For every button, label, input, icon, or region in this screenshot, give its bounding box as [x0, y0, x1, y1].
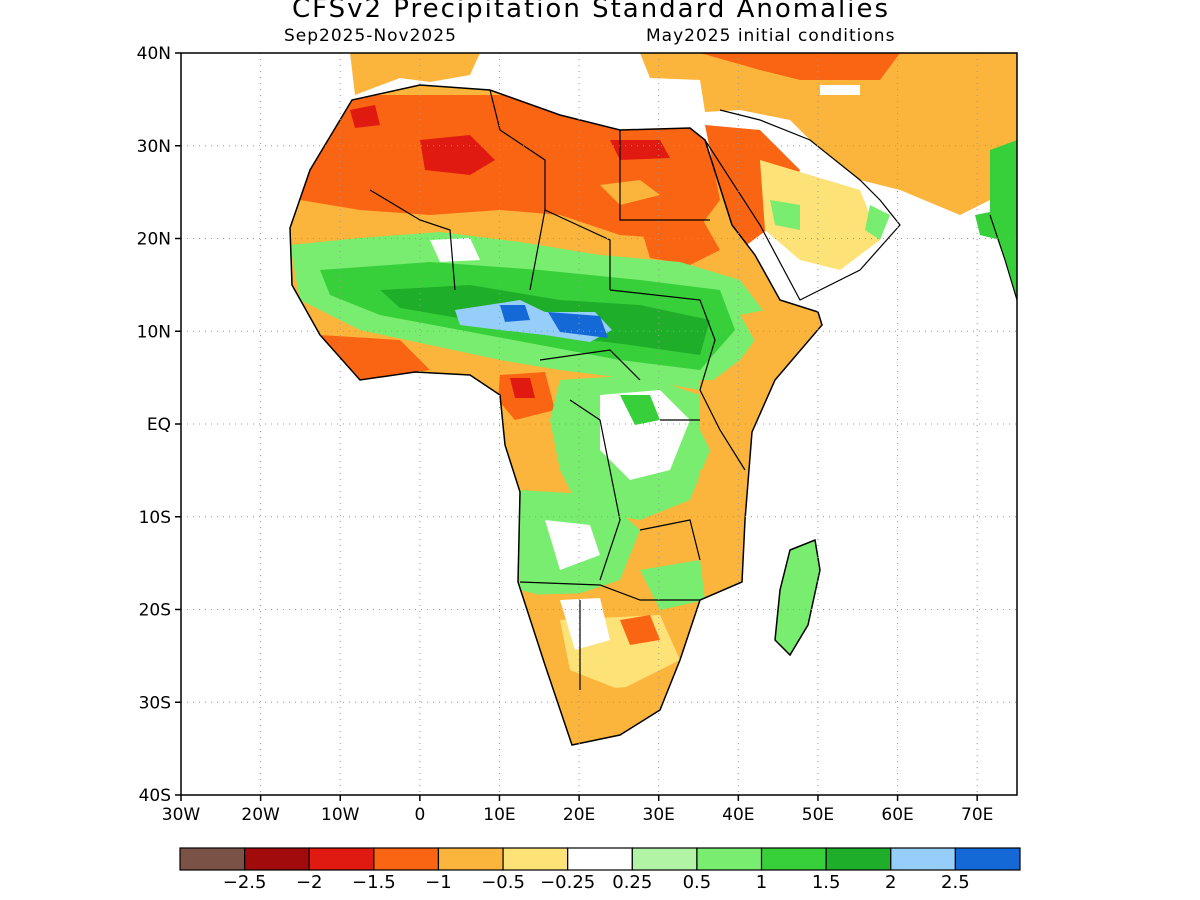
lon-tick-label: 40E: [722, 805, 754, 825]
colorbar: [179, 847, 1021, 871]
colorbar-swatch: [567, 847, 633, 871]
colorbar-swatch: [890, 847, 956, 871]
lon-tick-label: 20E: [563, 805, 595, 825]
colorbar-swatch: [308, 847, 375, 871]
colorbar-label: −2.5: [222, 872, 267, 893]
lon-tick-label: 50E: [802, 805, 834, 825]
arabia-coastline: [704, 109, 901, 301]
lat-tick-label: 30S: [139, 693, 171, 713]
colorbar-label: −0.5: [481, 872, 525, 893]
colorbar-label: 2: [885, 872, 897, 893]
colorbar-label: −2: [295, 872, 323, 893]
colorbar-label: −1: [425, 872, 452, 893]
colorbar-swatch: [179, 847, 246, 871]
lat-tick-label: 40S: [139, 786, 171, 806]
lon-tick-label: 60E: [881, 805, 913, 825]
longitude-ticks: 30W 20W 10W 0 10E 20E 30E 40E 50E 60E 70E: [162, 795, 993, 825]
lat-tick-label: 20S: [139, 601, 171, 621]
europe-mideast-field: [350, 53, 1017, 300]
colorbar-swatch: [437, 847, 504, 871]
latitude-ticks: 40N 30N 20N 10N EQ 10S 20S 30S 40S: [137, 44, 181, 806]
initial-conditions: May2025 initial conditions: [646, 26, 896, 46]
lat-tick-label: 10N: [137, 322, 171, 342]
india-coastline: [989, 214, 1017, 301]
colorbar-label: 1: [755, 872, 768, 893]
lat-tick-label: 40N: [137, 44, 171, 64]
lat-tick-label: 10S: [139, 508, 171, 528]
colorbar-label: 0.5: [682, 872, 712, 893]
colorbar-swatch: [825, 847, 892, 871]
lon-tick-label: 20W: [241, 805, 280, 825]
lon-tick-label: 10W: [321, 805, 360, 825]
lat-tick-label: 20N: [137, 230, 171, 250]
country-borders: [369, 89, 746, 690]
graticule: [181, 53, 1017, 795]
colorbar-swatch: [954, 847, 1021, 871]
forecast-period: Sep2025-Nov2025: [284, 26, 457, 46]
colorbar-label: −0.25: [540, 872, 596, 893]
colorbar-swatch: [696, 847, 763, 871]
lon-tick-label: 30W: [162, 805, 201, 825]
madagascar: [774, 538, 821, 657]
colorbar-label: 0.25: [612, 872, 653, 893]
map-title: CFSv2 Precipitation Standard Anomalies: [291, 0, 891, 24]
colorbar-swatch: [373, 847, 440, 871]
lat-tick-label: EQ: [147, 415, 171, 435]
lon-tick-label: 10E: [483, 805, 515, 825]
colorbar-label: 1.5: [811, 872, 841, 893]
colorbar-swatch: [760, 847, 827, 871]
colorbar-label: 2.5: [941, 872, 970, 893]
lon-tick-label: 70E: [961, 805, 993, 825]
colorbar-swatch: [244, 847, 310, 871]
lon-tick-label: 30E: [643, 805, 675, 825]
africa-coastline: [289, 84, 823, 746]
colorbar-label: −1.5: [351, 872, 396, 893]
lat-tick-label: 30N: [137, 137, 171, 157]
colorbar-swatch: [631, 847, 698, 871]
colorbar-swatch: [502, 847, 569, 871]
lon-tick-label: 0: [414, 805, 425, 825]
